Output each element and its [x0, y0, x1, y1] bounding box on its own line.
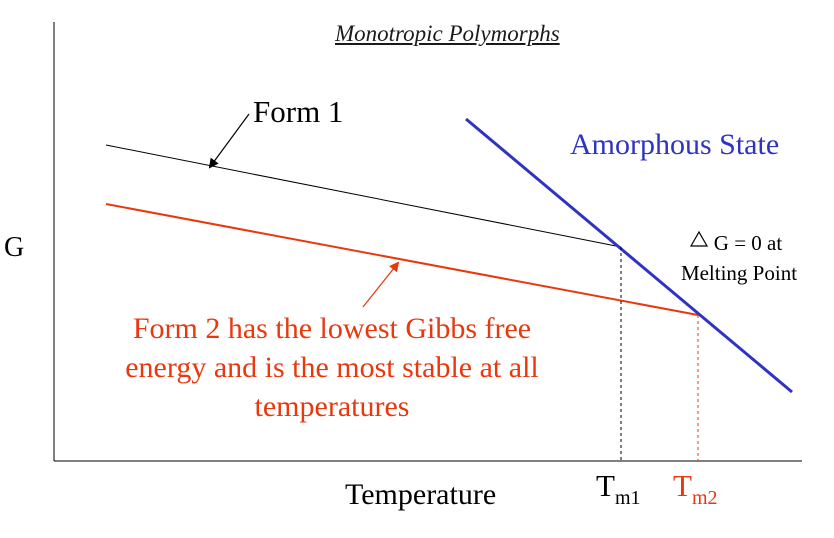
amorphous-label: Amorphous State: [570, 128, 780, 161]
amorphous-line: [465, 117, 793, 394]
form1-arrow: [208, 113, 250, 169]
melting-note-line1: G = 0 at: [713, 231, 783, 255]
tick-tm1-sub: m1: [614, 487, 641, 509]
tick-tm2-sub: m2: [691, 487, 718, 509]
form2-note: Form 2 has the lowest Gibbs free energy …: [125, 312, 539, 423]
form2-arrow: [362, 261, 400, 308]
form1-label: Form 1: [253, 94, 344, 129]
tick-tm1: Tm1: [596, 468, 641, 508]
y-axis-label: G: [4, 232, 25, 263]
tick-tm1-base: T: [596, 468, 615, 503]
tick-tm2-base: T: [673, 468, 692, 503]
tick-tm2: Tm2: [673, 468, 718, 508]
form1-line: [105, 144, 622, 248]
x-axis-label: Temperature: [345, 478, 497, 511]
delta-icon: [689, 230, 709, 247]
melting-point-note: G = 0 at Melting Point: [664, 228, 814, 288]
diagram-title: Monotropic Polymorphs: [335, 21, 560, 46]
melting-note-line2: Melting Point: [680, 261, 798, 285]
form2-line: [105, 203, 699, 316]
